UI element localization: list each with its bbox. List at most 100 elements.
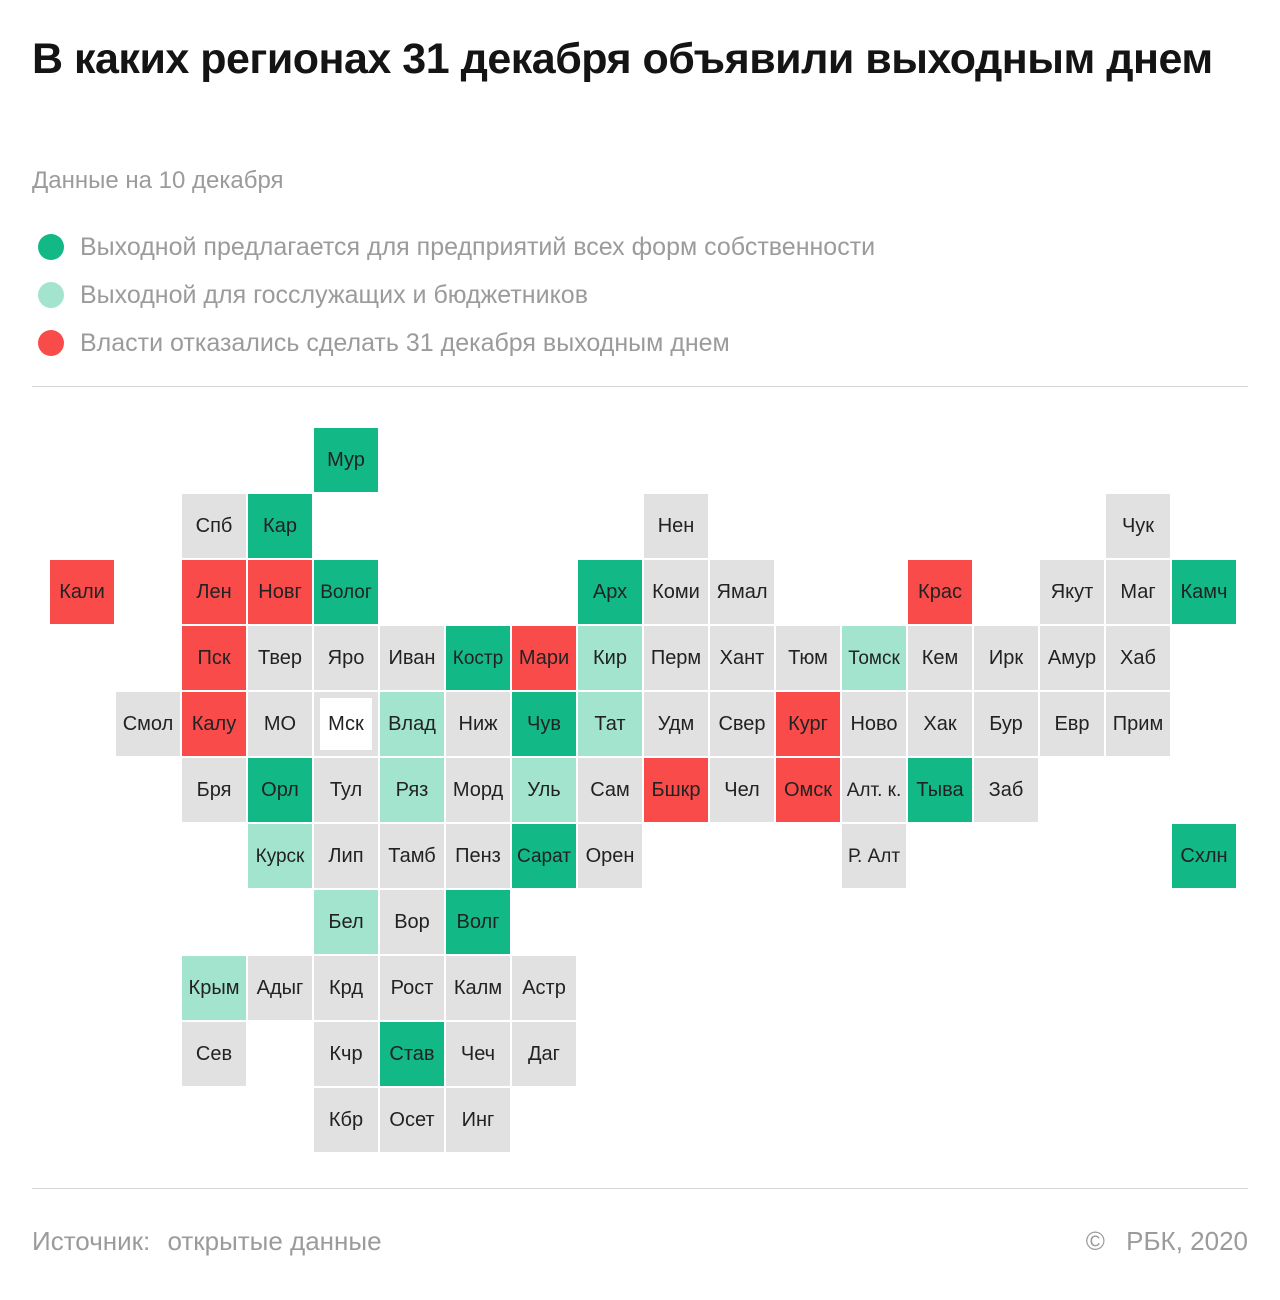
region-tile: Мур xyxy=(314,428,378,492)
region-tile: Курск xyxy=(248,824,312,888)
region-tile: Крым xyxy=(182,956,246,1020)
region-tile: Калу xyxy=(182,692,246,756)
region-tile: Бшкр xyxy=(644,758,708,822)
region-tile: Р. Алт xyxy=(842,824,906,888)
region-tile: Тамб xyxy=(380,824,444,888)
legend-item-all-forms: Выходной предлагается для предприятий вс… xyxy=(38,223,875,271)
region-tile: Кбр xyxy=(314,1088,378,1152)
legend-swatch-all-forms xyxy=(38,234,64,260)
region-tile: Бел xyxy=(314,890,378,954)
region-tile: Арх xyxy=(578,560,642,624)
region-tile: Лен xyxy=(182,560,246,624)
region-tile: Осет xyxy=(380,1088,444,1152)
region-tile: Лип xyxy=(314,824,378,888)
region-tile: Хак xyxy=(908,692,972,756)
region-tile: Даг xyxy=(512,1022,576,1086)
region-tile: Чук xyxy=(1106,494,1170,558)
region-tile: Орен xyxy=(578,824,642,888)
region-tile: Став xyxy=(380,1022,444,1086)
region-tile: Волг xyxy=(446,890,510,954)
region-tile: Тат xyxy=(578,692,642,756)
region-tile: Калм xyxy=(446,956,510,1020)
region-tile: Кург xyxy=(776,692,840,756)
legend-label-refused: Власти отказались сделать 31 декабря вых… xyxy=(80,329,730,357)
region-tile: Кали xyxy=(50,560,114,624)
region-tile: Камч xyxy=(1172,560,1236,624)
region-tile: Ново xyxy=(842,692,906,756)
region-tile: Ирк xyxy=(974,626,1038,690)
region-tile: Яро xyxy=(314,626,378,690)
region-tile: Астр xyxy=(512,956,576,1020)
region-tile: Пенз xyxy=(446,824,510,888)
legend-item-public-sector: Выходной для госслужащих и бюджетников xyxy=(38,271,875,319)
region-tile: Орл xyxy=(248,758,312,822)
region-tile: Томск xyxy=(842,626,906,690)
region-tile: Кем xyxy=(908,626,972,690)
region-tile: Волог xyxy=(314,560,378,624)
copyright-text: РБК, 2020 xyxy=(1126,1226,1248,1256)
region-tile: Адыг xyxy=(248,956,312,1020)
region-tile: Новг xyxy=(248,560,312,624)
region-tile: Крд xyxy=(314,956,378,1020)
region-tile: Ямал xyxy=(710,560,774,624)
region-tile: Мари xyxy=(512,626,576,690)
region-tile: Удм xyxy=(644,692,708,756)
region-tile: Кар xyxy=(248,494,312,558)
region-tile: Ряз xyxy=(380,758,444,822)
legend-item-refused: Власти отказались сделать 31 декабря вых… xyxy=(38,319,875,367)
region-tile: Тюм xyxy=(776,626,840,690)
region-tile: Маг xyxy=(1106,560,1170,624)
region-tile: Ниж xyxy=(446,692,510,756)
top-divider xyxy=(32,386,1248,387)
source-label: Источник: xyxy=(32,1226,151,1256)
region-tile: Чел xyxy=(710,758,774,822)
region-tile: Омск xyxy=(776,758,840,822)
region-tile: Спб xyxy=(182,494,246,558)
region-tile: Рост xyxy=(380,956,444,1020)
region-tile: Кчр xyxy=(314,1022,378,1086)
region-tile: Евр xyxy=(1040,692,1104,756)
region-tile: Влад xyxy=(380,692,444,756)
region-tile: Пск xyxy=(182,626,246,690)
chart-title: В каких регионах 31 декабря объявили вых… xyxy=(32,35,1213,83)
region-tile: Морд xyxy=(446,758,510,822)
region-tile: Костр xyxy=(446,626,510,690)
region-tile: Алт. к. xyxy=(842,758,906,822)
source-note: Источник: открытые данные xyxy=(32,1225,382,1257)
region-tile: Сарат xyxy=(512,824,576,888)
region-tile: Смол xyxy=(116,692,180,756)
region-tile: Мск xyxy=(314,692,378,756)
region-tile: Якут xyxy=(1040,560,1104,624)
region-tile: Инг xyxy=(446,1088,510,1152)
region-tile: Нен xyxy=(644,494,708,558)
chart-subtitle: Данные на 10 декабря xyxy=(32,167,284,194)
region-tile: Свер xyxy=(710,692,774,756)
source-value: открытые данные xyxy=(167,1226,382,1256)
region-tile: Тул xyxy=(314,758,378,822)
copyright-icon: © xyxy=(1085,1226,1105,1256)
region-tile: Иван xyxy=(380,626,444,690)
region-tile: Чув xyxy=(512,692,576,756)
region-tile: Твер xyxy=(248,626,312,690)
copyright-note: © РБК, 2020 xyxy=(1086,1225,1248,1257)
region-tile: Уль xyxy=(512,758,576,822)
legend-swatch-public-sector xyxy=(38,282,64,308)
region-tile: Хаб xyxy=(1106,626,1170,690)
region-tile: Крас xyxy=(908,560,972,624)
region-tile: Хант xyxy=(710,626,774,690)
region-tile: Сам xyxy=(578,758,642,822)
region-tile: Схлн xyxy=(1172,824,1236,888)
region-tile: Перм xyxy=(644,626,708,690)
legend-label-all-forms: Выходной предлагается для предприятий вс… xyxy=(80,233,876,261)
bottom-divider xyxy=(32,1188,1248,1189)
region-tile: Прим xyxy=(1106,692,1170,756)
region-tile: Бур xyxy=(974,692,1038,756)
legend: Выходной предлагается для предприятий вс… xyxy=(38,223,875,367)
region-tile: Амур xyxy=(1040,626,1104,690)
legend-swatch-refused xyxy=(38,330,64,356)
region-tile: Бря xyxy=(182,758,246,822)
region-tile: Чеч xyxy=(446,1022,510,1086)
region-tile: МО xyxy=(248,692,312,756)
region-tile: Тыва xyxy=(908,758,972,822)
